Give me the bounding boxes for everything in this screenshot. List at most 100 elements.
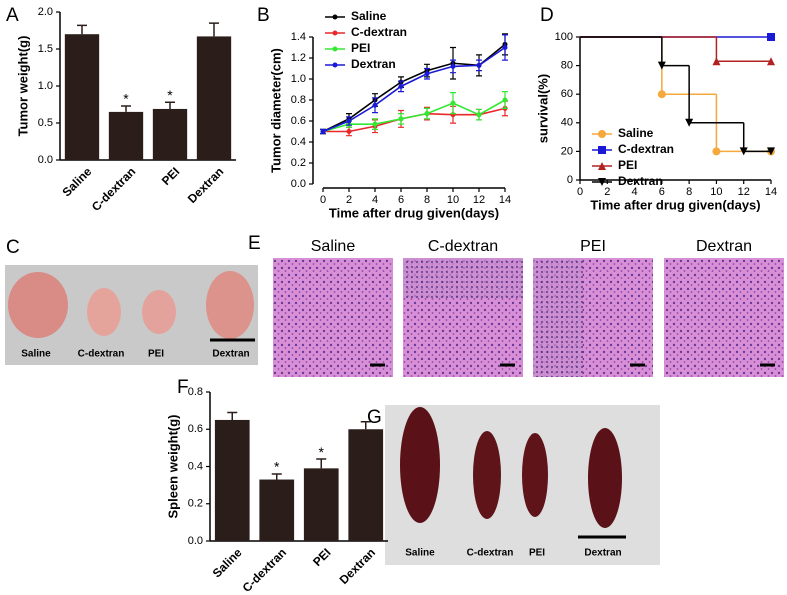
y-tick-label: 0.2 bbox=[291, 157, 306, 169]
marker bbox=[767, 147, 775, 156]
x-tick-label: 8 bbox=[686, 186, 692, 198]
legend-label: Saline bbox=[618, 126, 654, 140]
photo-label: Dextran bbox=[212, 349, 249, 360]
y-tick-label: 0.2 bbox=[188, 498, 203, 510]
x-tick-label: 0 bbox=[320, 194, 326, 206]
photo-label: C-dextran bbox=[467, 548, 514, 559]
legend-label: Dextran bbox=[618, 174, 663, 188]
panel-label: C bbox=[6, 237, 20, 258]
photo-label: Saline bbox=[311, 238, 356, 255]
marker bbox=[320, 129, 326, 134]
y-tick-label: 2.0 bbox=[38, 6, 53, 18]
category-label: C-dextran bbox=[89, 164, 139, 214]
bar bbox=[214, 419, 250, 541]
y-tick-label: 0.5 bbox=[38, 117, 53, 129]
marker bbox=[657, 61, 666, 70]
marker bbox=[502, 45, 508, 50]
y-axis-label: survival(%) bbox=[535, 74, 550, 143]
category-label: Saline bbox=[210, 545, 245, 580]
photo-label: Saline bbox=[21, 349, 51, 360]
legend-label: Dextran bbox=[351, 57, 396, 71]
category-label: Saline bbox=[59, 164, 94, 199]
legend-label: PEI bbox=[351, 41, 370, 55]
x-tick-label: 14 bbox=[765, 186, 777, 198]
significance: * bbox=[319, 444, 325, 460]
photo-label: Dextran bbox=[696, 238, 752, 255]
photo-c bbox=[5, 265, 258, 365]
x-tick-label: 4 bbox=[632, 186, 638, 198]
y-tick-label: 0.0 bbox=[38, 154, 53, 166]
category-label: PEI bbox=[159, 164, 183, 188]
marker bbox=[372, 121, 378, 127]
marker bbox=[332, 30, 338, 36]
marker bbox=[502, 97, 508, 103]
marker bbox=[346, 118, 352, 124]
photo-label: PEI bbox=[529, 548, 545, 559]
marker bbox=[657, 90, 666, 99]
legend-label: C-dextran bbox=[618, 142, 674, 156]
micrographs bbox=[273, 258, 784, 377]
marker bbox=[598, 162, 606, 170]
y-tick-label: 0.0 bbox=[291, 178, 306, 190]
panel-label: D bbox=[540, 5, 554, 26]
x-tick-label: 14 bbox=[499, 194, 511, 206]
x-tick-label: 2 bbox=[346, 194, 352, 206]
significance: * bbox=[123, 91, 129, 107]
marker bbox=[398, 83, 404, 89]
error-bar bbox=[360, 421, 371, 430]
y-tick-label: 0.4 bbox=[291, 136, 306, 148]
error-bar bbox=[316, 458, 327, 469]
category-label: Dextran bbox=[337, 545, 378, 586]
bar bbox=[64, 34, 100, 161]
marker bbox=[739, 147, 748, 156]
y-tick-label: 0.6 bbox=[188, 423, 203, 435]
error-bar bbox=[121, 105, 131, 112]
y-tick-label: 1.0 bbox=[38, 80, 53, 92]
y-tick-label: 40 bbox=[561, 117, 573, 129]
y-tick-label: 20 bbox=[561, 145, 573, 157]
legend-label: Saline bbox=[351, 9, 387, 23]
y-tick-label: 80 bbox=[561, 60, 573, 72]
series-line bbox=[322, 46, 506, 133]
error-bar bbox=[271, 473, 282, 480]
panel-label: E bbox=[248, 233, 261, 254]
bar bbox=[303, 468, 339, 541]
error-bar bbox=[77, 24, 87, 35]
marker bbox=[476, 62, 482, 68]
bar bbox=[108, 111, 144, 160]
marker bbox=[332, 14, 338, 20]
bar bbox=[196, 36, 232, 160]
y-axis-label: Tumor weight(g) bbox=[15, 36, 30, 137]
marker bbox=[685, 118, 694, 127]
marker bbox=[598, 178, 606, 186]
marker bbox=[424, 111, 430, 117]
y-tick-label: 0.0 bbox=[188, 535, 203, 547]
photo-g bbox=[385, 405, 660, 565]
x-tick-label: 4 bbox=[372, 194, 378, 206]
x-tick-label: 10 bbox=[447, 194, 459, 206]
legend-label: PEI bbox=[618, 158, 637, 172]
y-tick-label: 0 bbox=[567, 174, 573, 186]
x-tick-label: 12 bbox=[738, 186, 750, 198]
photo-label: PEI bbox=[148, 349, 164, 360]
marker bbox=[598, 146, 606, 154]
marker bbox=[767, 33, 775, 41]
marker bbox=[398, 116, 404, 122]
series-line bbox=[322, 99, 506, 133]
marker bbox=[372, 102, 378, 108]
x-tick-label: 12 bbox=[473, 194, 485, 206]
y-tick-label: 60 bbox=[561, 88, 573, 100]
marker bbox=[424, 71, 430, 77]
y-tick-label: 1.4 bbox=[291, 31, 306, 43]
panel-label: A bbox=[6, 5, 19, 26]
y-tick-label: 0.8 bbox=[188, 386, 203, 398]
x-tick-label: 0 bbox=[577, 186, 583, 198]
x-axis-label: Time after drug given(days) bbox=[329, 205, 499, 220]
y-axis-label: Spleen weight(g) bbox=[165, 415, 180, 519]
significance: * bbox=[274, 459, 280, 475]
x-tick-label: 6 bbox=[659, 186, 665, 198]
y-tick-label: 1.2 bbox=[291, 52, 306, 64]
marker bbox=[476, 112, 482, 118]
photo-label: Saline bbox=[405, 548, 435, 559]
